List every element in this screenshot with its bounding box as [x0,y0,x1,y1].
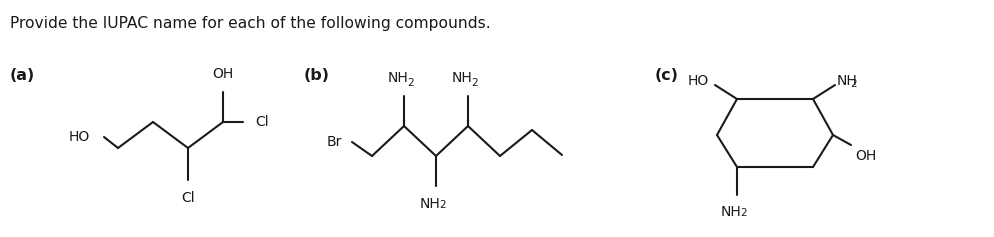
Text: 2: 2 [740,208,746,218]
Text: NH: NH [388,71,408,85]
Text: NH: NH [720,205,741,219]
Text: Br: Br [326,135,342,149]
Text: Cl: Cl [254,115,268,129]
Text: OH: OH [854,149,876,163]
Text: HO: HO [69,130,89,144]
Text: (b): (b) [304,68,330,83]
Text: HO: HO [687,74,709,88]
Text: NH: NH [451,71,472,85]
Text: Provide the IUPAC name for each of the following compounds.: Provide the IUPAC name for each of the f… [10,16,490,31]
Text: NH: NH [419,197,440,211]
Text: 2: 2 [439,200,446,210]
Text: 2: 2 [408,78,414,88]
Text: 2: 2 [471,78,478,88]
Text: NH: NH [836,74,857,88]
Text: 2: 2 [849,79,856,89]
Text: (c): (c) [654,68,678,83]
Text: Cl: Cl [181,191,195,205]
Text: OH: OH [212,67,234,81]
Text: (a): (a) [10,68,35,83]
